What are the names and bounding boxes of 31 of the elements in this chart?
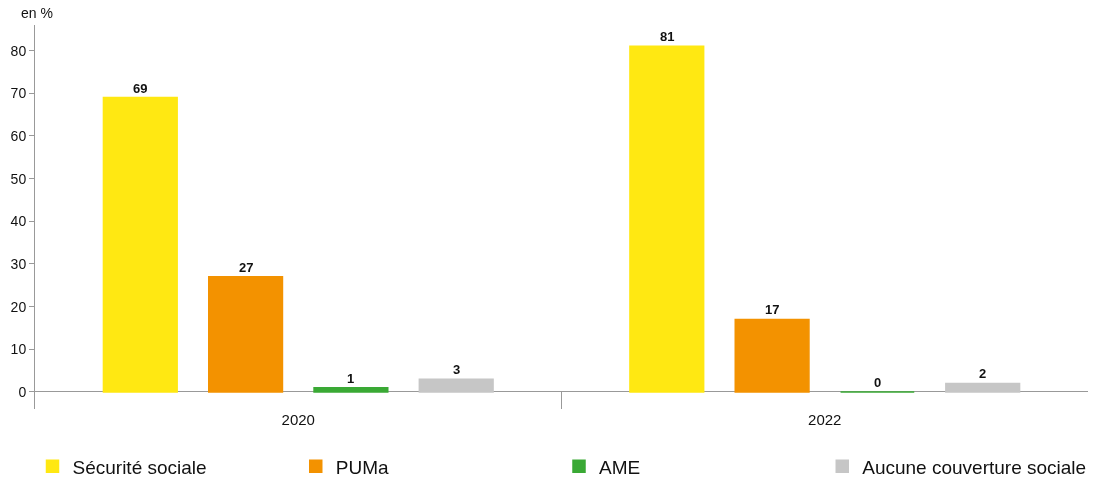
y-axis-title: en % [21,5,53,21]
bar [208,275,284,393]
bar [313,386,389,393]
bar [734,318,810,393]
y-tick-label: 80 [10,42,27,59]
legend-label: PUMa [335,456,389,478]
data-label: 69 [133,81,148,96]
y-tick-label: 70 [10,85,27,102]
x-tick-label: 2020 [281,411,315,428]
bar [945,382,1021,393]
y-tick-label: 50 [10,170,27,187]
data-label: 2 [979,366,987,381]
y-tick-label: 20 [10,298,27,315]
data-label: 3 [453,362,461,377]
bar [102,96,178,393]
y-tick-label: 60 [10,127,27,144]
y-tick-label: 10 [10,341,27,358]
legend-label: AME [599,456,641,478]
y-tick-label: 30 [10,255,27,272]
x-tick-label: 2022 [808,411,842,428]
data-label: 1 [347,371,355,386]
data-label: 0 [874,375,882,390]
y-tick-label: 40 [10,213,27,230]
data-label: 81 [660,29,675,44]
y-tick-label: 0 [18,383,27,400]
legend-label: Sécurité sociale [72,456,207,478]
data-label: 17 [765,302,780,317]
legend-label: Aucune couverture sociale [862,456,1087,478]
bar [629,45,705,393]
bar [418,378,494,393]
data-label: 27 [239,260,254,275]
